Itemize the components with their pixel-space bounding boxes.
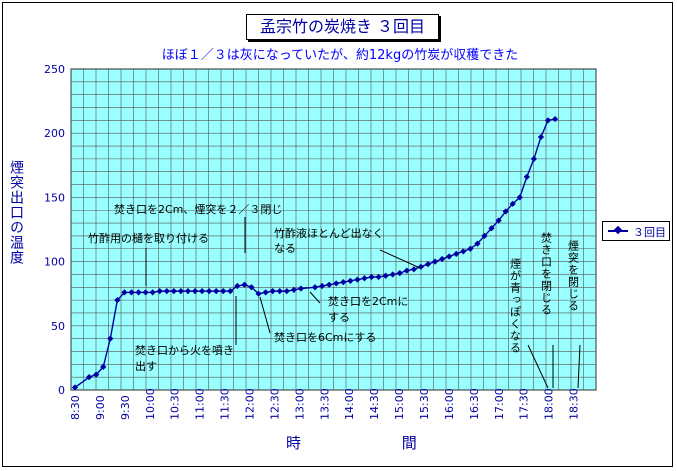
- annotation-arrow: [527, 344, 549, 389]
- data-point: [439, 255, 446, 263]
- data-point: [297, 285, 305, 292]
- annotation-label: 出す: [135, 359, 157, 373]
- x-tick-label: 13:00: [293, 388, 306, 420]
- data-point: [227, 288, 234, 295]
- data-point: [142, 289, 149, 296]
- data-point: [340, 279, 347, 286]
- annotation-label: 焚き口を2Cmに: [328, 295, 408, 308]
- data-point: [446, 253, 453, 260]
- annotation-arrow: [577, 344, 581, 389]
- data-point: [424, 261, 432, 268]
- data-point: [410, 266, 417, 273]
- data-point: [234, 282, 241, 290]
- chart-subtitle: ほぼ１／３は灰になっていたが、約12kgの竹炭が収穫できた: [161, 48, 519, 63]
- x-tick-label: 12:30: [268, 388, 281, 420]
- x-tick-label: 16:00: [443, 388, 456, 420]
- y-tick-label: 0: [58, 384, 65, 397]
- x-tick-label: 9:30: [119, 395, 132, 420]
- data-point: [184, 288, 192, 295]
- y-tick-label: 50: [51, 320, 65, 333]
- data-point: [389, 271, 396, 278]
- x-tick-label: 16:30: [468, 388, 481, 420]
- data-point: [326, 281, 333, 288]
- legend-marker-icon: [613, 225, 623, 235]
- y-tick-label: 250: [44, 63, 65, 76]
- x-tick-label: 11:00: [194, 388, 207, 420]
- data-point: [333, 280, 340, 287]
- x-tick-label: 15:30: [418, 388, 431, 420]
- x-tick-label: 11:30: [219, 388, 232, 420]
- data-point: [290, 286, 297, 293]
- y-axis-label: 煙突出口の温度: [8, 160, 24, 265]
- data-point: [382, 272, 389, 279]
- x-tick-label: 13:30: [318, 388, 331, 420]
- annotation-label: 焚き口を閉じる: [540, 232, 553, 316]
- legend-label: ３回目: [633, 226, 666, 239]
- annotation-arrow: [259, 296, 271, 334]
- x-axis-label: 時 間: [286, 434, 465, 452]
- data-point: [276, 288, 283, 295]
- x-tick-label: 17:00: [493, 388, 506, 420]
- x-tick-label: 15:00: [393, 388, 406, 420]
- annotation-label: 煙が青っぽくなる: [509, 258, 522, 354]
- annotation-label: 焚き口を2Cm、煙突を２／３閉じ: [114, 202, 282, 216]
- data-point: [255, 290, 262, 297]
- data-point: [318, 282, 326, 290]
- annotation-label: 竹酢用の樋を取り付ける: [88, 231, 209, 245]
- x-tick-label: 8:30: [69, 395, 82, 420]
- annotation-label: なる: [274, 242, 296, 255]
- x-tick-label: 18:30: [568, 388, 581, 420]
- x-tick-label: 10:30: [169, 388, 182, 420]
- annotation-arrow: [379, 249, 421, 269]
- data-point: [262, 289, 269, 296]
- chart-title: 孟宗竹の炭焼き ３回目: [246, 14, 439, 40]
- y-tick-label: 150: [44, 191, 65, 204]
- legend: ３回目: [602, 221, 670, 241]
- annotation-label: する: [328, 311, 350, 324]
- data-point: [354, 276, 361, 283]
- y-tick-label: 200: [44, 127, 65, 140]
- data-point: [347, 277, 354, 284]
- data-point: [283, 288, 290, 295]
- data-point: [269, 288, 276, 295]
- data-point: [368, 273, 375, 281]
- data-point: [396, 270, 403, 277]
- y-tick-label: 100: [44, 256, 65, 269]
- x-tick-label: 17:30: [518, 388, 531, 420]
- data-point: [361, 275, 368, 282]
- data-point: [453, 250, 460, 258]
- annotation-label: 煙突を閉じる: [567, 240, 580, 312]
- x-tick-label: 14:30: [368, 388, 381, 420]
- data-point: [431, 258, 439, 265]
- annotation-arrow: [309, 291, 321, 304]
- data-point: [403, 267, 410, 274]
- annotation-label: 焚き口を6Cmにする: [274, 331, 377, 344]
- x-tick-label: 10:00: [144, 388, 157, 420]
- data-point: [375, 273, 382, 281]
- x-tick-label: 14:00: [343, 388, 356, 420]
- data-point: [417, 263, 425, 270]
- data-point: [311, 284, 319, 291]
- data-point: [509, 200, 516, 207]
- annotation-label: 焚き口から火を噴き: [135, 344, 234, 357]
- annotation-label: 竹酢液ほとんど出なく: [274, 226, 384, 240]
- x-tick-label: 9:00: [94, 395, 107, 420]
- x-tick-label: 18:00: [543, 388, 556, 420]
- x-tick-label: 12:00: [243, 388, 256, 420]
